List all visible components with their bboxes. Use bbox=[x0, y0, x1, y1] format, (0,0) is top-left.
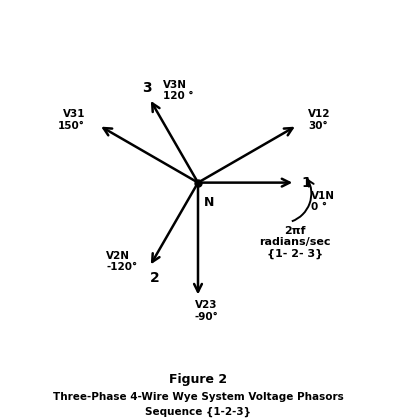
Text: Sequence {1-2-3}: Sequence {1-2-3} bbox=[145, 406, 251, 416]
Text: 2πf
radians/sec
{1- 2- 3}: 2πf radians/sec {1- 2- 3} bbox=[259, 226, 331, 259]
Text: V3N
120 °: V3N 120 ° bbox=[163, 80, 193, 101]
Text: V12
30°: V12 30° bbox=[308, 109, 331, 131]
Text: 1: 1 bbox=[301, 176, 311, 190]
Text: 2: 2 bbox=[150, 271, 160, 285]
Text: V23
-90°: V23 -90° bbox=[194, 300, 218, 322]
Text: Figure 2: Figure 2 bbox=[169, 372, 227, 386]
Text: V31
150°: V31 150° bbox=[58, 109, 85, 131]
Text: N: N bbox=[204, 196, 214, 209]
Text: V1N
0 °: V1N 0 ° bbox=[311, 191, 335, 212]
Text: V2N
-120°: V2N -120° bbox=[106, 251, 137, 272]
Text: 3: 3 bbox=[142, 81, 152, 95]
Text: Three-Phase 4-Wire Wye System Voltage Phasors: Three-Phase 4-Wire Wye System Voltage Ph… bbox=[53, 392, 343, 402]
